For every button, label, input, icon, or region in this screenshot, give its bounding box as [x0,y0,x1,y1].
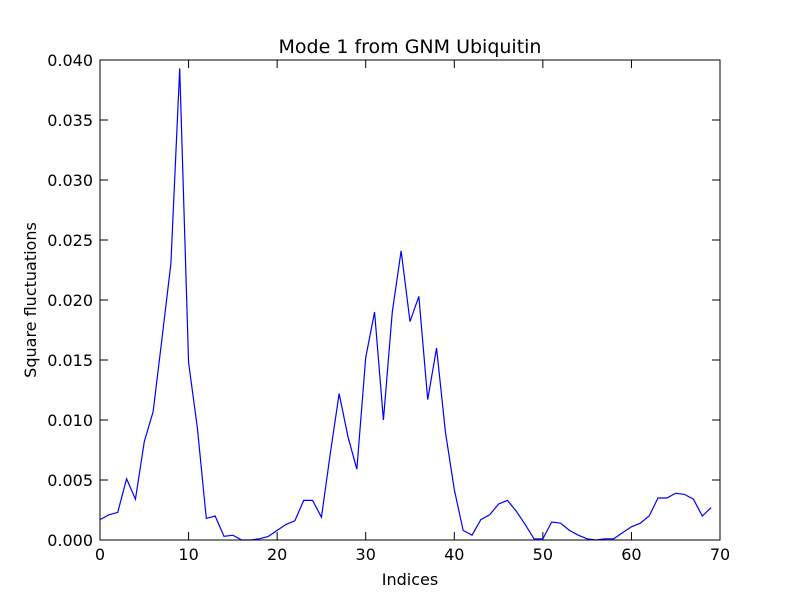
axis-ticks [99,59,721,541]
x-tick-label: 40 [444,545,464,564]
y-tick-label: 0.035 [47,111,93,130]
x-tick-label: 30 [356,545,376,564]
x-tick-label: 60 [621,545,641,564]
y-tick-label: 0.010 [47,411,93,430]
x-tick-label: 0 [95,545,105,564]
y-tick-label: 0.025 [47,231,93,250]
series-line-0 [99,68,712,541]
y-tick-label: 0.020 [47,291,93,310]
axis-tick-labels: 0 10 20 30 40 50 60 70 0.000 0.005 0.010 0.015 0.020… [47,51,730,564]
plot-frame [99,59,721,541]
y-tick-label: 0.005 [47,471,93,490]
x-axis-title: Indices [382,570,438,589]
x-tick-label: 20 [267,545,287,564]
chart-title: Mode 1 from GNM Ubiquitin [279,36,542,58]
y-tick-label: 0.000 [47,531,93,550]
y-tick-label: 0.015 [47,351,93,370]
y-tick-label: 0.030 [47,171,93,190]
y-tick-label: 0.040 [47,51,93,70]
y-axis-title: Square fluctuations [21,222,40,378]
x-tick-label: 70 [710,545,730,564]
x-tick-label: 50 [533,545,553,564]
plot-series [99,68,712,541]
x-tick-label: 10 [178,545,198,564]
